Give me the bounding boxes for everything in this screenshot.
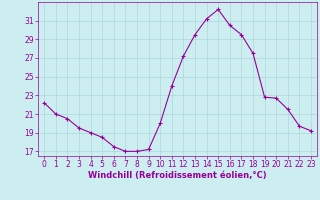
X-axis label: Windchill (Refroidissement éolien,°C): Windchill (Refroidissement éolien,°C) (88, 171, 267, 180)
